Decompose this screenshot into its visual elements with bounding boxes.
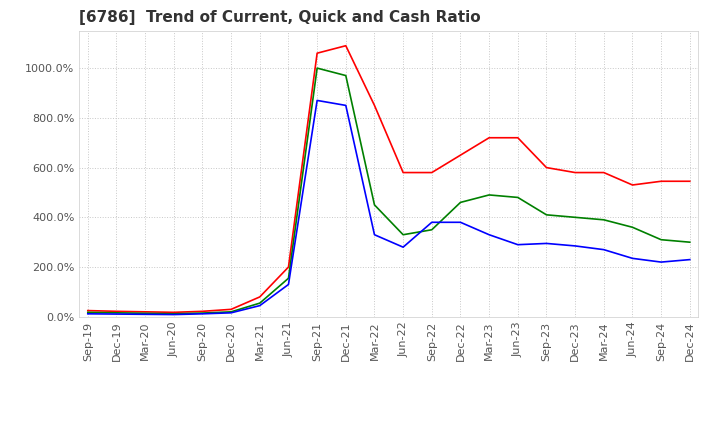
Quick Ratio — [542, 212, 551, 217]
Quick Ratio — [141, 311, 150, 316]
Current Ratio — [399, 170, 408, 175]
Cash Ratio — [456, 220, 465, 225]
Quick Ratio — [256, 301, 264, 306]
Cash Ratio — [428, 220, 436, 225]
Cash Ratio — [227, 310, 235, 315]
Current Ratio — [84, 308, 92, 313]
Quick Ratio — [428, 227, 436, 232]
Quick Ratio — [312, 66, 321, 71]
Cash Ratio — [141, 312, 150, 317]
Quick Ratio — [685, 239, 694, 245]
Quick Ratio — [571, 215, 580, 220]
Cash Ratio — [600, 247, 608, 252]
Quick Ratio — [284, 275, 293, 281]
Current Ratio — [284, 264, 293, 270]
Current Ratio — [312, 51, 321, 56]
Quick Ratio — [370, 202, 379, 208]
Quick Ratio — [84, 310, 92, 315]
Quick Ratio — [628, 225, 636, 230]
Cash Ratio — [341, 103, 350, 108]
Cash Ratio — [198, 311, 207, 316]
Current Ratio — [456, 153, 465, 158]
Quick Ratio — [600, 217, 608, 223]
Text: [6786]  Trend of Current, Quick and Cash Ratio: [6786] Trend of Current, Quick and Cash … — [79, 11, 481, 26]
Quick Ratio — [227, 309, 235, 315]
Current Ratio — [571, 170, 580, 175]
Quick Ratio — [112, 310, 121, 315]
Line: Quick Ratio: Quick Ratio — [88, 68, 690, 314]
Cash Ratio — [84, 311, 92, 316]
Cash Ratio — [399, 245, 408, 250]
Cash Ratio — [169, 312, 178, 317]
Current Ratio — [370, 103, 379, 108]
Cash Ratio — [628, 256, 636, 261]
Current Ratio — [141, 309, 150, 315]
Cash Ratio — [571, 243, 580, 249]
Cash Ratio — [685, 257, 694, 262]
Line: Current Ratio: Current Ratio — [88, 46, 690, 312]
Current Ratio — [256, 294, 264, 300]
Cash Ratio — [284, 282, 293, 287]
Quick Ratio — [513, 195, 522, 200]
Cash Ratio — [485, 232, 493, 237]
Current Ratio — [341, 43, 350, 48]
Current Ratio — [513, 135, 522, 140]
Current Ratio — [485, 135, 493, 140]
Current Ratio — [542, 165, 551, 170]
Cash Ratio — [513, 242, 522, 247]
Cash Ratio — [370, 232, 379, 237]
Cash Ratio — [312, 98, 321, 103]
Current Ratio — [628, 182, 636, 187]
Quick Ratio — [169, 311, 178, 316]
Quick Ratio — [341, 73, 350, 78]
Cash Ratio — [542, 241, 551, 246]
Current Ratio — [685, 179, 694, 184]
Cash Ratio — [112, 312, 121, 317]
Quick Ratio — [456, 200, 465, 205]
Quick Ratio — [657, 237, 665, 242]
Current Ratio — [112, 309, 121, 314]
Current Ratio — [198, 309, 207, 314]
Legend: Current Ratio, Quick Ratio, Cash Ratio: Current Ratio, Quick Ratio, Cash Ratio — [180, 436, 598, 440]
Quick Ratio — [485, 192, 493, 198]
Cash Ratio — [256, 303, 264, 308]
Current Ratio — [657, 179, 665, 184]
Current Ratio — [169, 310, 178, 315]
Current Ratio — [428, 170, 436, 175]
Current Ratio — [227, 307, 235, 312]
Quick Ratio — [399, 232, 408, 237]
Line: Cash Ratio: Cash Ratio — [88, 100, 690, 315]
Cash Ratio — [657, 260, 665, 265]
Quick Ratio — [198, 311, 207, 316]
Current Ratio — [600, 170, 608, 175]
